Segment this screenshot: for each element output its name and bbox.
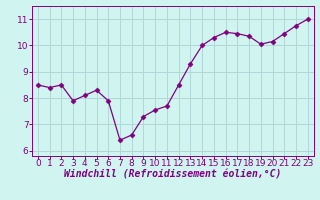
X-axis label: Windchill (Refroidissement éolien,°C): Windchill (Refroidissement éolien,°C) (64, 170, 282, 180)
